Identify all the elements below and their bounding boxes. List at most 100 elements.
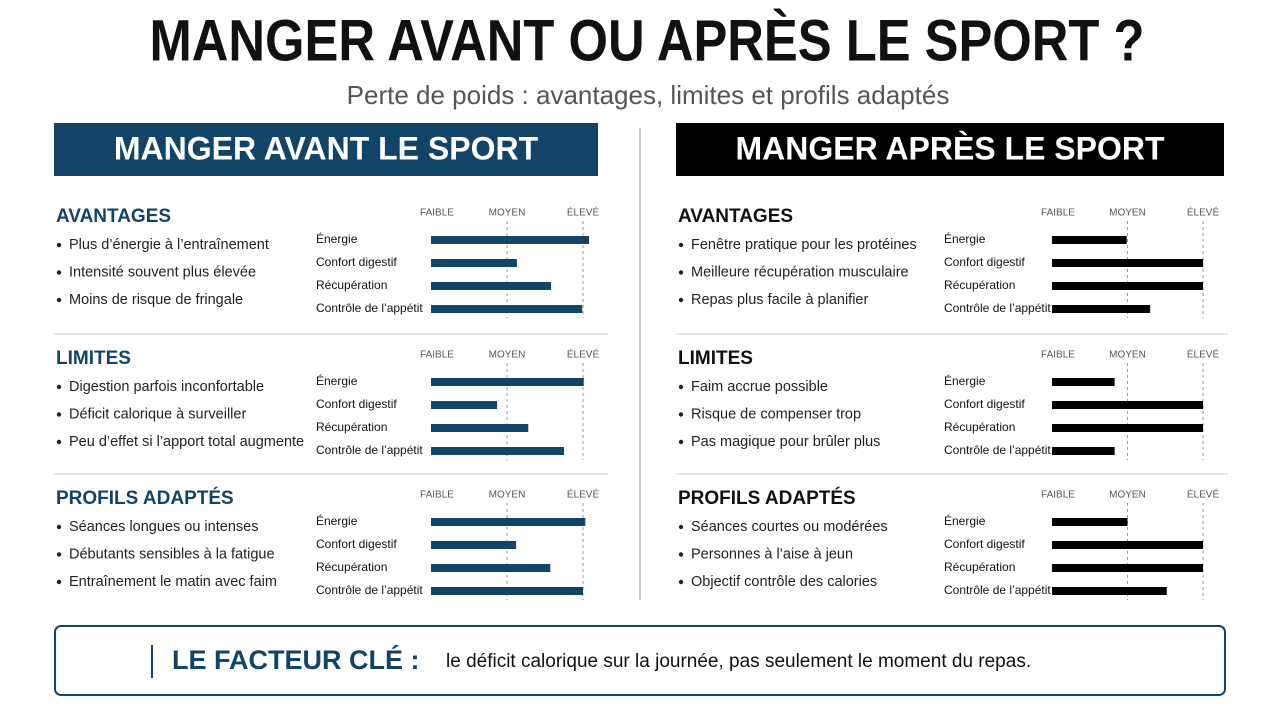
bar (431, 518, 586, 526)
bar (1052, 447, 1115, 455)
bar (431, 259, 517, 267)
category-label: Énergie (944, 513, 986, 528)
scale-label: MOYEN (489, 350, 526, 361)
category-label: Récupération (316, 420, 387, 434)
bullet-dot (56, 270, 62, 275)
bullet-dot (678, 297, 684, 303)
category-label: Confort digestif (944, 397, 1025, 411)
bullet-text: Séances courtes ou modérées (691, 519, 888, 535)
scale-label: MOYEN (1109, 490, 1146, 501)
category-label: Récupération (316, 560, 387, 574)
bar (1052, 564, 1203, 572)
bar (431, 378, 584, 386)
scale-label: FAIBLE (420, 350, 454, 361)
scale-label: FAIBLE (1041, 350, 1075, 361)
bullet-dot (678, 524, 684, 530)
scale-label: ÉLEVÉ (1187, 348, 1220, 361)
bullet-dot (678, 384, 684, 390)
scale-label: FAIBLE (420, 490, 454, 501)
section-heading: AVANTAGES (56, 206, 171, 227)
category-label: Confort digestif (316, 537, 397, 551)
category-label: Récupération (316, 278, 387, 292)
bullet-dot (678, 579, 684, 585)
title: MANGER AVANT OU APRÈS LE SPORT ? (150, 8, 1145, 73)
bullet-text: Séances longues ou intenses (69, 519, 258, 535)
bar (1052, 401, 1203, 409)
category-label: Énergie (316, 513, 358, 528)
category-label: Énergie (316, 373, 358, 388)
bar (1052, 259, 1203, 267)
scale-label: ÉLEVÉ (567, 348, 600, 361)
category-label: Confort digestif (316, 255, 397, 269)
bullet-dot (678, 439, 684, 445)
bullet-dot (56, 579, 62, 585)
scale-label: ÉLEVÉ (1187, 488, 1220, 501)
scale-label: FAIBLE (1041, 208, 1075, 219)
bullet-dot (56, 242, 62, 248)
bullet-text: Risque de compenser trop (691, 406, 861, 422)
bar (431, 424, 529, 432)
panel-header-bg (54, 123, 598, 176)
bullet-text: Intensité souvent plus élevée (69, 264, 256, 280)
bullet-text: Fenêtre pratique pour les protéines (691, 237, 917, 253)
bullet-text: Entraînement le matin avec faim (69, 574, 277, 590)
scale-label: MOYEN (489, 490, 526, 501)
scale-label: FAIBLE (1041, 490, 1075, 501)
scale-label: ÉLEVÉ (1187, 206, 1220, 219)
category-label: Confort digestif (316, 397, 397, 411)
bar (1052, 305, 1151, 313)
category-label: Contrôle de l’appétit (944, 443, 1051, 457)
bullet-text: Objectif contrôle des calories (691, 574, 877, 590)
bullet-text: Digestion parfois inconfortable (69, 379, 264, 395)
bar (431, 447, 564, 455)
subtitle: Perte de poids : avantages, limites et p… (347, 80, 950, 110)
category-label: Confort digestif (944, 537, 1025, 551)
bar (431, 282, 552, 290)
bullet-text: Personnes à l’aise à jeun (691, 546, 853, 562)
bar (431, 541, 517, 549)
bar (1052, 424, 1203, 432)
bullet-text: Débutants sensibles à la fatigue (69, 546, 275, 562)
section-heading: LIMITES (56, 348, 131, 369)
category-label: Énergie (944, 373, 986, 388)
bullet-dot (678, 270, 684, 275)
bullet-dot (56, 412, 62, 417)
footer-text: le déficit calorique sur la journée, pas… (446, 651, 1031, 672)
section-heading: PROFILS ADAPTÉS (56, 487, 234, 509)
category-label: Contrôle de l’appétit (944, 583, 1051, 597)
bullet-dot (56, 552, 62, 557)
bullet-text: Meilleure récupération musculaire (691, 264, 909, 280)
section-heading: LIMITES (678, 348, 753, 369)
bullet-dot (678, 552, 684, 557)
scale-label: MOYEN (1109, 350, 1146, 361)
scale-label: MOYEN (489, 208, 526, 219)
category-label: Récupération (944, 560, 1015, 574)
bar (1052, 541, 1203, 549)
bar (431, 305, 583, 313)
bullet-dot (56, 297, 62, 303)
bar (1052, 587, 1167, 595)
category-label: Contrôle de l’appétit (316, 583, 423, 597)
bullet-text: Pas magique pour brûler plus (691, 434, 880, 450)
bullet-dot (56, 439, 62, 445)
scale-label: ÉLEVÉ (567, 206, 600, 219)
bar (1052, 282, 1203, 290)
category-label: Récupération (944, 420, 1015, 434)
bullet-dot (678, 242, 684, 248)
category-label: Confort digestif (944, 255, 1025, 269)
bar (431, 236, 590, 244)
panel-header: MANGER AVANT LE SPORT (114, 130, 539, 166)
panel-header-bg (676, 123, 1224, 176)
category-label: Contrôle de l’appétit (944, 301, 1051, 315)
scale-label: MOYEN (1109, 208, 1146, 219)
footer-label: LE FACTEUR CLÉ : (172, 644, 420, 675)
scale-label: FAIBLE (420, 208, 454, 219)
category-label: Énergie (944, 231, 986, 246)
bullet-text: Moins de risque de fringale (69, 292, 243, 308)
bar (1052, 518, 1128, 526)
bar (431, 564, 551, 572)
bullet-text: Peu d’effet si l’apport total augmente (69, 434, 304, 450)
bullet-text: Déficit calorique à surveiller (69, 406, 246, 422)
section-heading: AVANTAGES (678, 206, 793, 227)
